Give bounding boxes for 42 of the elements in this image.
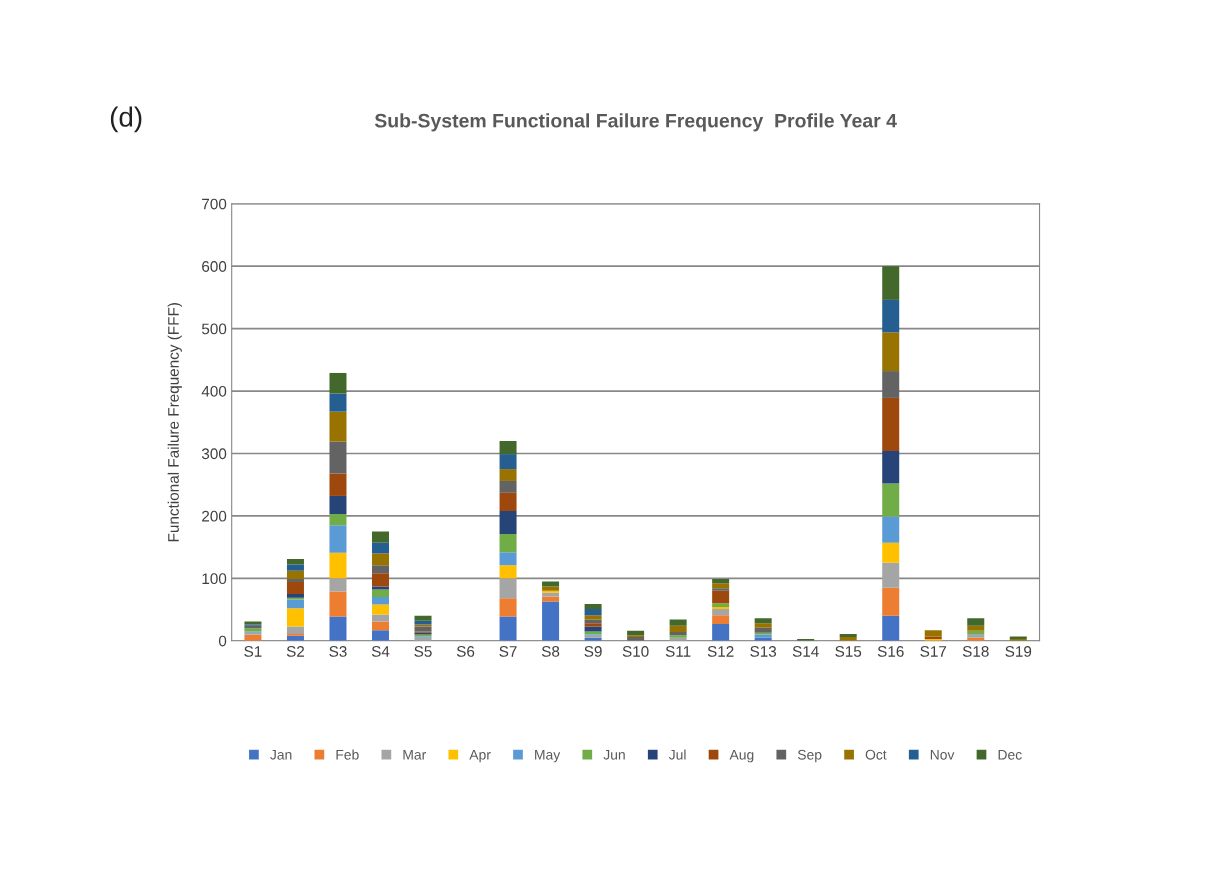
legend-label: Jun: [603, 749, 625, 760]
y-tick-label: 500: [201, 323, 227, 335]
x-tick-label: S19: [1005, 646, 1032, 657]
x-tick-label: S11: [665, 646, 691, 657]
legend-label: Jul: [668, 749, 686, 760]
legend-label: Dec: [998, 749, 1022, 760]
legend-label: Feb: [336, 749, 359, 760]
x-tick-label: S4: [371, 646, 390, 657]
x-tick-label: S13: [750, 646, 777, 657]
y-tick-label: 0: [218, 635, 227, 647]
y-tick-label: 200: [202, 510, 227, 522]
x-tick-label: S6: [456, 646, 475, 657]
x-tick-label: S3: [329, 646, 347, 657]
x-tick-label: S16: [877, 646, 904, 657]
x-tick-label: S14: [792, 646, 819, 657]
legend-label: Jan: [270, 749, 292, 760]
x-tick-label: S9: [584, 646, 602, 657]
x-tick-label: S7: [499, 646, 517, 657]
text: (d): [110, 106, 142, 133]
y-axis-title: Functional Failure Frequency (FFF): [167, 303, 182, 542]
legend-label: Oct: [865, 749, 887, 760]
legend-label: Sep: [797, 749, 822, 763]
x-tick-label: S8: [541, 646, 560, 657]
y-tick-label: 700: [202, 198, 227, 210]
y-tick-label: 300: [201, 448, 227, 460]
legend-label: May: [535, 749, 561, 763]
x-tick-label: S5: [414, 646, 432, 657]
legend-label: Apr: [469, 749, 491, 763]
x-tick-label: S12: [707, 646, 734, 657]
legend-label: Aug: [729, 749, 754, 763]
x-tick-label: S18: [962, 646, 989, 657]
x-tick-label: S1: [244, 646, 262, 657]
legend-label: Mar: [403, 749, 427, 760]
y-tick-label: 400: [201, 385, 227, 397]
y-tick-label: 600: [202, 261, 227, 272]
chart-title: Sub-System Functional Failure Frequency Profile Year 4: [374, 113, 897, 132]
x-tick-label: S10: [622, 646, 649, 657]
y-tick-label: 100: [202, 573, 227, 585]
x-tick-label: S17: [920, 646, 947, 657]
x-tick-label: S15: [835, 646, 862, 657]
x-tick-label: S2: [286, 646, 305, 657]
legend-label: Nov: [930, 749, 955, 760]
